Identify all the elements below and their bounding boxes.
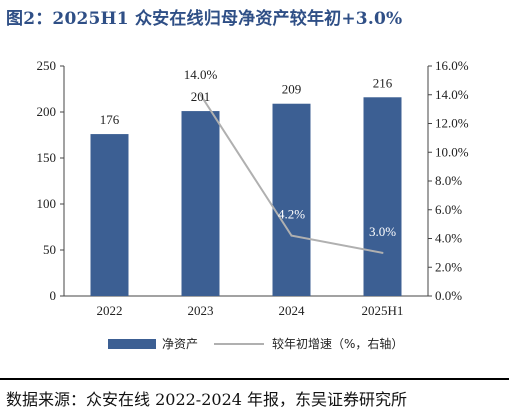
- source-note: 数据来源：众安在线 2022-2024 年报，东吴证券研究所: [6, 390, 408, 409]
- source-divider: [0, 378, 509, 380]
- right-tick-label: 0.0%: [435, 288, 462, 303]
- bar: [363, 97, 402, 296]
- bar: [181, 111, 220, 296]
- legend-swatch-bar: [108, 339, 156, 349]
- bar: [272, 103, 311, 296]
- right-tick-label: 10.0%: [435, 144, 469, 159]
- right-tick-label: 2.0%: [435, 259, 462, 274]
- left-tick-label: 100: [37, 196, 57, 211]
- line-point: [290, 234, 293, 237]
- bar: [90, 134, 129, 296]
- line-value-label: 14.0%: [184, 67, 218, 82]
- bar-value-label: 201: [191, 89, 211, 104]
- x-tick-label: 2025H1: [362, 303, 404, 318]
- legend-label-line: 较年初增速（%，右轴）: [272, 336, 403, 351]
- right-tick-label: 14.0%: [435, 87, 469, 102]
- data-labels: 176 201 209 216 14.0% 4.2% 3.0%: [100, 67, 396, 239]
- chart-area: 0 50 100 150 200 250 0.0% 2.0% 4.0% 6.0% 8.0% 10.0%…: [37, 58, 469, 351]
- left-tick-label: 50: [43, 242, 56, 257]
- legend-label-bar: 净资产: [162, 337, 198, 351]
- x-tick-label: 2023: [188, 303, 214, 318]
- bar-value-label: 216: [373, 75, 393, 90]
- x-tick-label: 2022: [97, 303, 123, 318]
- bar-value-label: 209: [282, 82, 302, 97]
- right-tick-label: 16.0%: [435, 58, 469, 73]
- left-tick-label: 0: [50, 288, 57, 303]
- line-point: [199, 93, 202, 96]
- bar-series: [90, 97, 402, 296]
- line-value-label: 3.0%: [369, 224, 396, 239]
- figure-title: 图2：2025H1 众安在线归母净资产较年初+3.0%: [6, 9, 403, 29]
- legend: 净资产 较年初增速（%，右轴）: [108, 336, 403, 351]
- bar-value-label: 176: [100, 112, 120, 127]
- right-tick-label: 8.0%: [435, 173, 462, 188]
- x-tick-label: 2024: [279, 303, 306, 318]
- left-tick-label: 150: [37, 150, 57, 165]
- right-tick-label: 12.0%: [435, 116, 469, 131]
- line-series: [199, 93, 384, 254]
- chart-axes: 0 50 100 150 200 250 0.0% 2.0% 4.0% 6.0% 8.0% 10.0%…: [37, 58, 469, 318]
- right-tick-label: 4.0%: [435, 231, 462, 246]
- line-value-label: 4.2%: [278, 207, 305, 222]
- line-point: [381, 251, 384, 254]
- left-tick-label: 200: [37, 104, 57, 119]
- left-tick-label: 250: [37, 58, 57, 73]
- right-tick-label: 6.0%: [435, 202, 462, 217]
